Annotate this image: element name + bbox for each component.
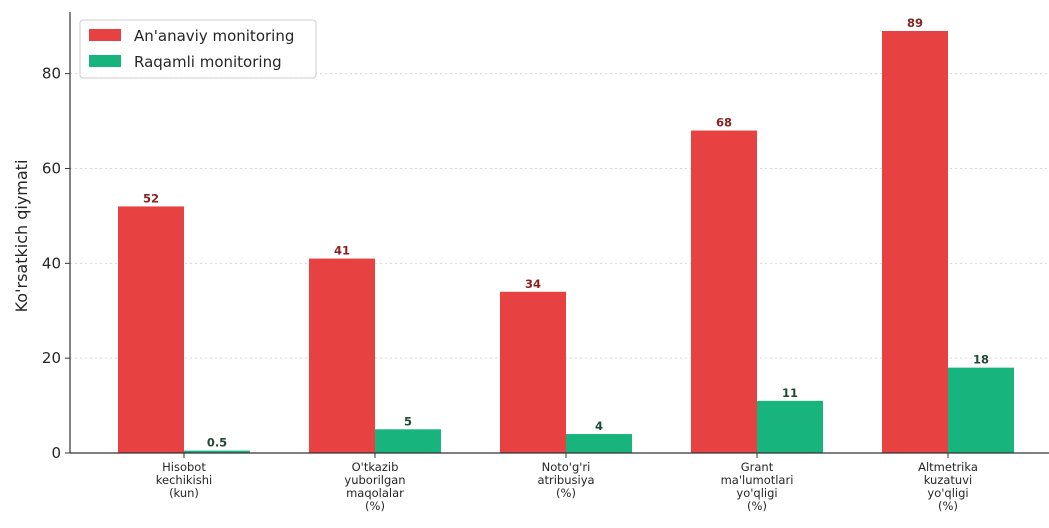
bar-digital: [757, 400, 823, 453]
value-label: 68: [716, 116, 732, 130]
x-tick-label: atribusiya: [537, 473, 594, 487]
bar-traditional: [500, 291, 566, 453]
value-label: 52: [143, 191, 159, 205]
x-tick-label: Hisobot: [162, 460, 206, 474]
x-tick-label: Altmetrika: [918, 460, 978, 474]
x-tick-label: (kun): [169, 486, 199, 500]
y-ticks: 0 20 40 60 80: [42, 65, 70, 462]
bar-digital: [948, 367, 1014, 453]
x-tick-label: yo'qligi: [736, 486, 777, 500]
x-tick-label: yuborilgan: [344, 473, 405, 487]
x-tick-label: O'tkazib: [352, 460, 399, 474]
x-tick-label: Grant: [741, 460, 774, 474]
bars: 52 0.5 41 5 34 4 68 11 89 18: [118, 16, 1014, 453]
y-tick-label: 60: [42, 159, 61, 177]
legend-label-digital: Raqamli monitoring: [134, 53, 282, 71]
value-label: 41: [334, 244, 350, 258]
y-tick-label: 20: [42, 349, 61, 367]
y-axis-label: Ko'rsatkich qiymati: [12, 160, 31, 313]
x-tick-label: kechikishi: [156, 473, 212, 487]
y-tick-label: 80: [42, 65, 61, 83]
x-tick-label: (%): [365, 499, 385, 513]
x-tick-label: yo'qligi: [927, 486, 968, 500]
value-label: 11: [782, 386, 798, 400]
bar-traditional: [691, 130, 757, 453]
bar-digital: [184, 450, 250, 453]
axes: [69, 12, 1049, 454]
bar-digital: [566, 434, 632, 453]
x-tick-label: maqolalar: [346, 486, 404, 500]
bar-traditional: [309, 258, 375, 453]
bar-digital: [375, 429, 441, 453]
value-label: 34: [525, 277, 541, 291]
x-tick-label: kuzatuvi: [924, 473, 972, 487]
x-tick-label: (%): [938, 499, 958, 513]
x-tick-label: (%): [747, 499, 767, 513]
legend: An'anaviy monitoring Raqamli monitoring: [79, 19, 317, 79]
legend-label-traditional: An'anaviy monitoring: [134, 27, 294, 45]
legend-swatch-digital: [89, 55, 121, 67]
value-label: 18: [973, 353, 989, 367]
value-label: 5: [404, 414, 412, 428]
y-tick-label: 40: [42, 254, 61, 272]
x-tick-label: Noto'g'ri: [542, 460, 591, 474]
value-label: 89: [907, 16, 923, 30]
x-tick-label: ma'lumotlari: [721, 473, 794, 487]
legend-frame: [79, 19, 317, 79]
bar-traditional: [882, 30, 948, 453]
value-label: 0.5: [207, 436, 227, 450]
legend-swatch-traditional: [89, 29, 121, 41]
x-tick-label: (%): [556, 486, 576, 500]
value-label: 4: [595, 419, 603, 433]
bar-traditional: [118, 206, 184, 453]
y-tick-label: 0: [51, 444, 61, 462]
